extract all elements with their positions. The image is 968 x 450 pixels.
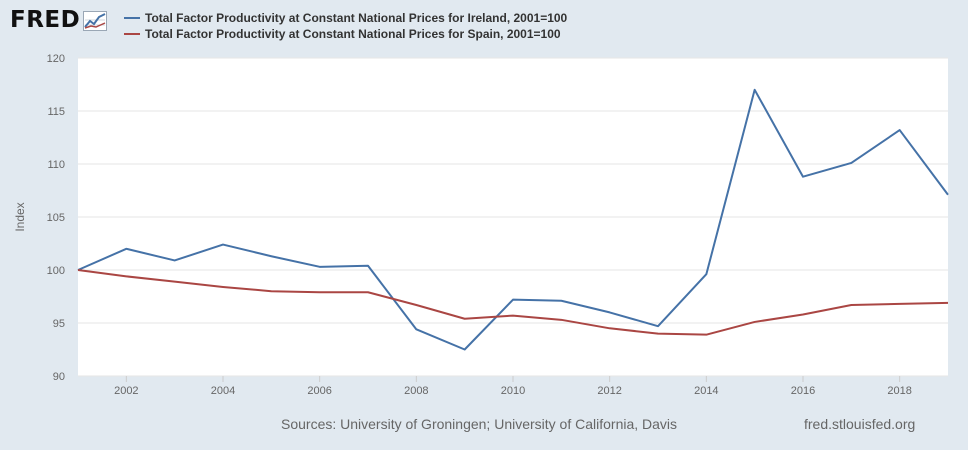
x-tick-label: 2016 [791,385,815,397]
x-tick-label: 2018 [887,385,911,397]
data-point-spain[interactable] [220,284,226,290]
chart-header: FRED Total Factor Productivity at Consta… [0,0,968,52]
data-point-ireland[interactable] [123,246,129,252]
data-point-ireland[interactable] [317,264,323,270]
data-point-spain[interactable] [123,273,129,279]
data-point-spain[interactable] [317,289,323,295]
site-link[interactable]: fred.stlouisfed.org [804,416,916,432]
line-chart: 90 95 100 105 110 115 120 2002 2004 2006 2008 2010… [13,53,951,397]
series-line-ireland[interactable] [77,88,949,351]
data-point-spain[interactable] [172,279,178,285]
data-point-spain[interactable] [655,331,661,337]
x-tick-label: 2014 [694,385,718,397]
data-point-spain[interactable] [510,313,516,319]
data-point-spain[interactable] [848,302,854,308]
data-point-ireland[interactable] [703,271,709,277]
data-point-spain[interactable] [945,300,951,306]
y-axis-label: Index [13,202,27,231]
x-tick-label: 2012 [597,385,621,397]
y-tick-label: 110 [47,159,65,171]
data-point-ireland[interactable] [220,242,226,248]
legend-item-ireland[interactable]: Total Factor Productivity at Constant Na… [124,10,567,26]
legend-swatch-spain [124,33,140,35]
x-tick-label: 2010 [501,385,525,397]
y-tick-label: 115 [47,106,65,118]
data-point-spain[interactable] [752,319,758,325]
data-point-ireland[interactable] [365,263,371,269]
data-point-spain[interactable] [703,332,709,338]
fred-logo-text: FRED [10,7,81,33]
x-tick-label: 2004 [211,385,235,397]
data-series [75,87,951,353]
legend-swatch-ireland [124,17,140,19]
data-point-spain[interactable] [800,312,806,318]
y-axis-ticks: 90 95 100 105 110 115 120 [47,53,65,383]
data-point-ireland[interactable] [413,326,419,332]
x-tick-label: 2008 [404,385,428,397]
sources-note: Sources: University of Groningen; Univer… [281,416,678,432]
x-tick-label: 2006 [307,385,331,397]
data-point-ireland[interactable] [172,257,178,263]
data-point-ireland[interactable] [462,347,468,353]
data-point-spain[interactable] [75,267,81,273]
chart-trend-icon [83,10,108,31]
data-point-ireland[interactable] [752,87,758,93]
legend-label-ireland: Total Factor Productivity at Constant Na… [145,11,568,25]
y-tick-label: 120 [47,53,65,65]
y-tick-label: 100 [47,265,65,277]
data-point-ireland[interactable] [848,160,854,166]
data-point-spain[interactable] [365,289,371,295]
data-point-spain[interactable] [607,325,613,331]
data-point-ireland[interactable] [897,127,903,133]
y-tick-label: 95 [53,318,65,330]
x-axis-ticks: 2002 2004 2006 2008 2010 2012 2014 2016 2018 [114,376,912,397]
data-point-spain[interactable] [268,288,274,294]
x-tick-label: 2002 [114,385,138,397]
series-line-spain[interactable] [77,269,949,336]
y-tick-label: 90 [53,371,65,383]
data-point-ireland[interactable] [945,192,951,198]
data-point-spain[interactable] [462,316,468,322]
fred-logo[interactable]: FRED [10,6,108,34]
data-point-ireland[interactable] [558,298,564,304]
data-point-spain[interactable] [897,301,903,307]
data-point-ireland[interactable] [268,253,274,259]
data-point-spain[interactable] [413,302,419,308]
data-point-ireland[interactable] [510,297,516,303]
legend-item-spain[interactable]: Total Factor Productivity at Constant Na… [124,26,567,42]
data-point-ireland[interactable] [800,174,806,180]
data-point-ireland[interactable] [607,309,613,315]
data-point-spain[interactable] [558,317,564,323]
data-point-ireland[interactable] [655,323,661,329]
chart-legend: Total Factor Productivity at Constant Na… [124,10,567,42]
legend-label-spain: Total Factor Productivity at Constant Na… [145,27,561,41]
y-tick-label: 105 [47,212,65,224]
